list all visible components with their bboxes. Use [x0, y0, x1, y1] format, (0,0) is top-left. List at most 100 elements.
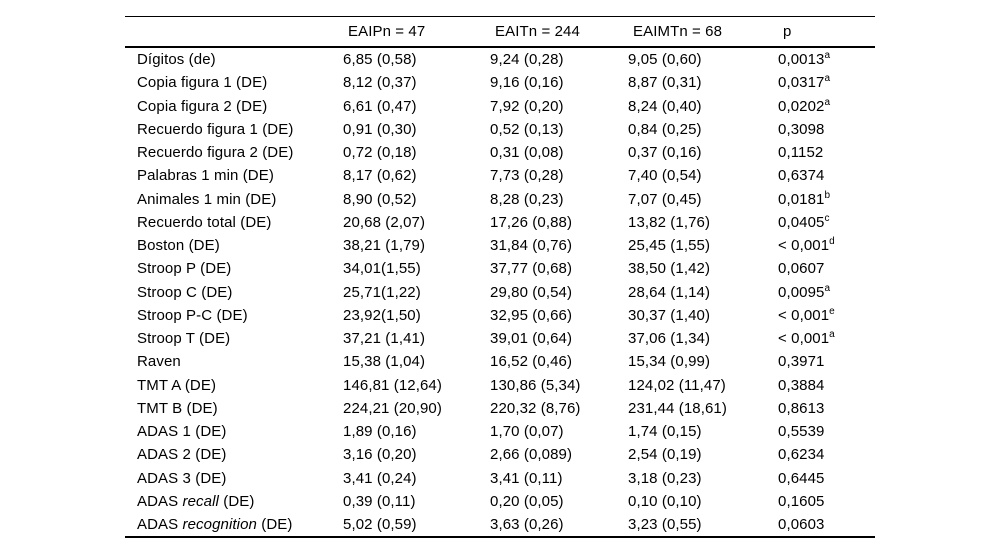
table-row: Dígitos (de) 6,85 (0,58) 9,24 (0,28) 9,05 (…: [125, 48, 875, 71]
table-row: Stroop C (DE) 25,71(1,22) 29,80 (0,54) 28,6…: [125, 281, 875, 304]
value-cell: 8,87 (0,31): [628, 74, 702, 92]
row-label-cell: Dígitos (de): [137, 51, 216, 69]
value-cell: 2,66 (0,089): [490, 446, 573, 464]
value-cell: 37,06 (1,34): [628, 330, 711, 348]
value-cell: 1,70 (0,07): [490, 423, 564, 441]
row-label-part: (DE): [218, 492, 255, 510]
table-row: Recuerdo figura 2 (DE) 0,72 (0,18) 0,31 (0…: [125, 141, 875, 164]
table-row: Stroop P-C (DE) 23,92(1,50) 32,95 (0,66) 30…: [125, 304, 875, 327]
row-label-cell: Stroop C (DE): [137, 283, 233, 301]
significance-superscript: a: [824, 73, 831, 85]
row-label-cell: Recuerdo total (DE): [137, 213, 272, 231]
row-label-cell: Animales 1 min (DE): [137, 190, 277, 208]
table-row: Copia figura 1 (DE) 8,12 (0,37) 9,16 (0,16…: [125, 71, 875, 94]
p-value-cell: 0,0603: [778, 516, 825, 534]
value-cell: 8,17 (0,62): [343, 167, 417, 185]
row-label-cell: Stroop P-C (DE): [137, 306, 248, 324]
value-cell: 15,38 (1,04): [343, 353, 426, 371]
value-cell: 0,31 (0,08): [490, 144, 564, 162]
row-label-cell: Recuerdo figura 1 (DE): [137, 120, 294, 138]
row-label-cell: ADAS recall (DE): [125, 493, 343, 510]
p-value-cell: < 0,001e: [778, 305, 835, 324]
significance-superscript: a: [824, 50, 831, 62]
p-value-cell: 0,0317a: [778, 73, 831, 92]
column-header: EAIPn = 47: [348, 23, 426, 40]
value-cell: 224,21 (20,90): [343, 399, 442, 417]
p-value-cell: 0,6374: [778, 167, 825, 185]
value-cell: 0,39 (0,11): [343, 492, 416, 510]
value-cell: 25,45 (1,55): [628, 237, 711, 255]
table-row: Raven 15,38 (1,04) 16,52 (0,46) 15,34 (0,99…: [125, 350, 875, 373]
value-cell: 220,32 (8,76): [490, 399, 581, 417]
row-label-part: (DE): [257, 516, 293, 534]
table-row: ADAS 3 (DE) 3,41 (0,24) 3,41 (0,11) 3,18 (0…: [125, 467, 875, 490]
row-label-cell: ADAS 1 (DE): [137, 423, 227, 441]
value-cell: 7,07 (0,45): [628, 190, 702, 208]
value-cell: 15,34 (0,99): [628, 353, 711, 371]
row-label-part: ADAS: [137, 492, 183, 510]
p-value-cell: 0,1605: [778, 492, 825, 510]
table-row: Palabras 1 min (DE) 8,17 (0,62) 7,73 (0,28…: [125, 164, 875, 187]
value-cell: 130,86 (5,34): [490, 376, 581, 394]
table-row: ADAS recognition (DE) 5,02 (0,59) 3,63 (0,…: [125, 513, 875, 536]
value-cell: 9,16 (0,16): [490, 74, 564, 92]
table-row: ADAS recall (DE) 0,39 (0,11) 0,20 (0,05) 0,…: [125, 490, 875, 513]
significance-superscript: a: [829, 329, 835, 341]
column-header: EAIMTn = 68: [633, 23, 723, 40]
value-cell: 38,50 (1,42): [628, 260, 711, 278]
p-value-cell: 0,3098: [778, 120, 825, 138]
value-cell: 37,77 (0,68): [490, 260, 573, 278]
value-cell: 9,24 (0,28): [490, 51, 564, 69]
row-label-italic-part: recognition: [182, 516, 257, 534]
row-label-cell: Palabras 1 min (DE): [137, 167, 274, 185]
value-cell: 23,92(1,50): [343, 306, 421, 324]
value-cell: 3,18 (0,23): [628, 469, 702, 487]
value-cell: 38,21 (1,79): [343, 237, 426, 255]
value-cell: 5,02 (0,59): [343, 516, 417, 534]
p-value-cell: 0,6445: [778, 469, 825, 487]
table-row: ADAS 1 (DE) 1,89 (0,16) 1,70 (0,07) 1,74 (0…: [125, 420, 875, 443]
value-cell: 0,37 (0,16): [628, 144, 702, 162]
row-label-cell: ADAS 2 (DE): [137, 446, 227, 464]
table-row: Animales 1 min (DE) 8,90 (0,52) 8,28 (0,23…: [125, 188, 875, 211]
row-label-cell: Recuerdo figura 2 (DE): [137, 144, 294, 162]
value-cell: 29,80 (0,54): [490, 283, 573, 301]
value-cell: 3,41 (0,24): [343, 469, 417, 487]
column-header: EAITn = 244: [495, 23, 580, 40]
row-label-cell: TMT B (DE): [137, 399, 218, 417]
row-label-cell: TMT A (DE): [137, 376, 217, 394]
value-cell: 13,82 (1,76): [628, 213, 711, 231]
row-label-cell: Boston (DE): [137, 237, 220, 255]
significance-superscript: b: [824, 189, 831, 201]
value-cell: 39,01 (0,64): [490, 330, 573, 348]
p-value-cell: 0,0095a: [778, 282, 831, 301]
value-cell: 34,01(1,55): [343, 260, 421, 278]
value-cell: 31,84 (0,76): [490, 237, 573, 255]
value-cell: 0,52 (0,13): [490, 120, 564, 138]
value-cell: 3,23 (0,55): [628, 516, 702, 534]
p-value-cell: < 0,001d: [778, 236, 835, 255]
value-cell: 2,54 (0,19): [628, 446, 702, 464]
p-value-cell: 0,0013a: [778, 50, 831, 69]
significance-superscript: a: [824, 282, 831, 294]
significance-superscript: a: [824, 96, 831, 108]
value-cell: 0,84 (0,25): [628, 120, 702, 138]
table-row: TMT A (DE) 146,81 (12,64) 130,86 (5,34) 124…: [125, 374, 875, 397]
p-value-cell: 0,0181b: [778, 189, 831, 208]
value-cell: 0,91 (0,30): [343, 120, 417, 138]
table-row: Recuerdo total (DE) 20,68 (2,07) 17,26 (0,…: [125, 211, 875, 234]
value-cell: 8,12 (0,37): [343, 74, 417, 92]
significance-superscript: c: [824, 212, 830, 224]
value-cell: 8,90 (0,52): [343, 190, 417, 208]
value-cell: 7,92 (0,20): [490, 97, 564, 115]
value-cell: 124,02 (11,47): [628, 376, 726, 394]
value-cell: 8,28 (0,23): [490, 190, 564, 208]
p-value-cell: 0,3971: [778, 353, 825, 371]
row-label-cell: Copia figura 1 (DE): [137, 74, 268, 92]
value-cell: 1,89 (0,16): [343, 423, 417, 441]
table-row: Copia figura 2 (DE) 6,61 (0,47) 7,92 (0,20…: [125, 95, 875, 118]
value-cell: 28,64 (1,14): [628, 283, 711, 301]
value-cell: 17,26 (0,88): [490, 213, 573, 231]
p-value-cell: < 0,001a: [778, 329, 835, 348]
table-row: TMT B (DE) 224,21 (20,90) 220,32 (8,76) 231…: [125, 397, 875, 420]
